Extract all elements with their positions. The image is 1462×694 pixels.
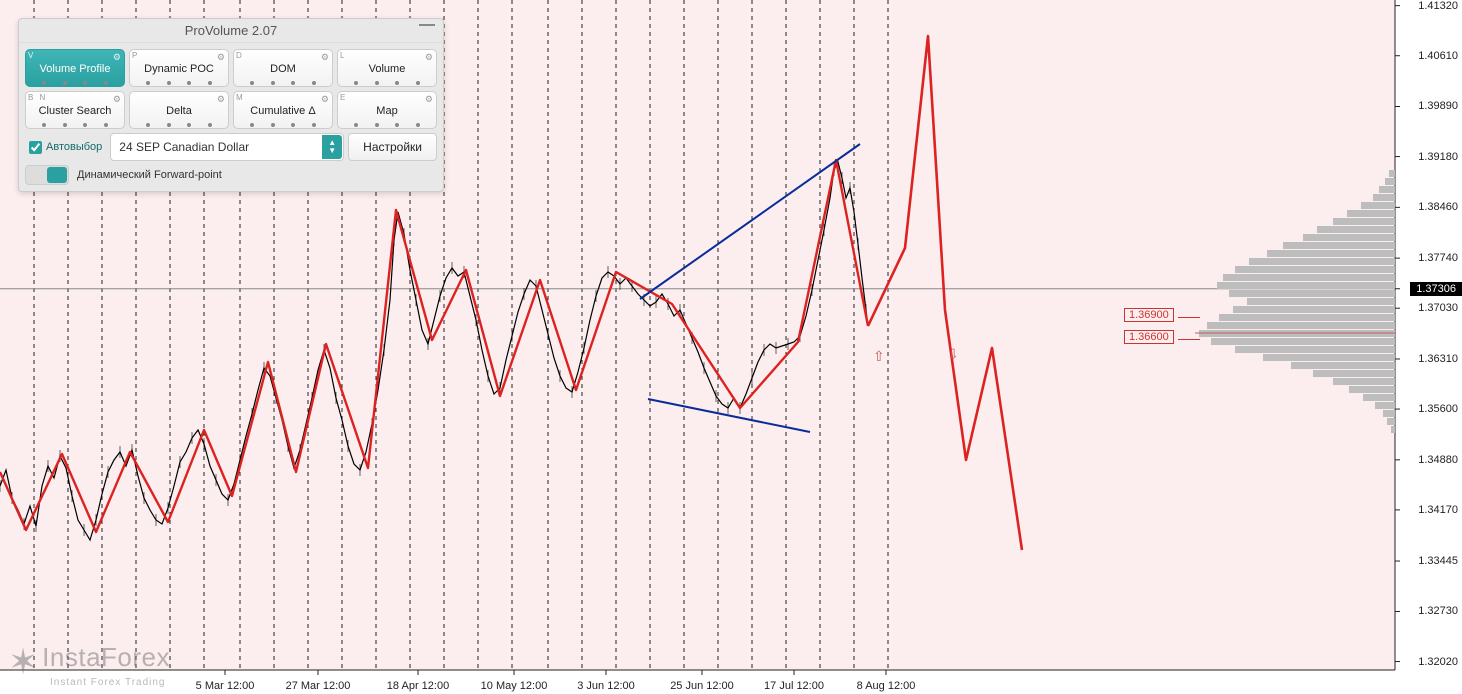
y-tick-label: 1.40610 (1418, 50, 1458, 62)
tool-shortcut: P (132, 51, 139, 60)
settings-button[interactable]: Настройки (348, 133, 437, 161)
price-level-line (1178, 317, 1200, 318)
forward-toggle-label: Динамический Forward-point (77, 169, 222, 181)
x-tick-label: 27 Mar 12:00 (286, 680, 351, 692)
contract-select[interactable]: 24 SEP Canadian Dollar ▲▼ (110, 133, 344, 161)
y-tick-label: 1.41320 (1418, 0, 1458, 12)
forward-toggle-row: Динамический Forward-point (25, 165, 437, 185)
x-tick-label: 5 Mar 12:00 (196, 680, 255, 692)
y-tick-label: 1.37740 (1418, 252, 1458, 264)
watermark-brand: InstaForex (42, 642, 170, 672)
y-tick-label: 1.35600 (1418, 403, 1458, 415)
autopick-checkbox[interactable]: Автовыбор (25, 141, 106, 154)
gear-icon[interactable]: ⚙ (217, 52, 225, 63)
x-tick-label: 17 Jul 12:00 (764, 680, 824, 692)
y-tick-label: 1.38460 (1418, 201, 1458, 213)
tool-delta[interactable]: ⚙ Delta (129, 91, 229, 129)
tool-label: Dynamic POC (144, 63, 214, 75)
price-level-box: 1.36600 (1124, 330, 1174, 344)
arrow-down-icon: ⇩ (947, 346, 959, 363)
minimize-icon[interactable] (419, 23, 435, 26)
tool-label: Volume Profile (40, 63, 111, 75)
tool-volume-profile[interactable]: V ⚙Volume Profile (25, 49, 125, 87)
x-tick-label: 10 May 12:00 (481, 680, 548, 692)
tool-label: Volume (369, 63, 406, 75)
tool-indicator-dots (338, 123, 436, 127)
y-tick-label: 1.34880 (1418, 454, 1458, 466)
panel-titlebar[interactable]: ProVolume 2.07 (19, 19, 443, 43)
provolume-panel[interactable]: ProVolume 2.07 V⚙Volume ProfileP⚙Dynamic… (18, 18, 444, 192)
tool-dom[interactable]: D ⚙ DOM (233, 49, 333, 87)
tool-indicator-dots (130, 81, 228, 85)
panel-body: V⚙Volume ProfileP⚙Dynamic POCD⚙DOML⚙Volu… (19, 43, 443, 191)
y-tick-label: 1.34170 (1418, 504, 1458, 516)
select-spinner-icon[interactable]: ▲▼ (322, 135, 342, 159)
y-tick-label: 1.39180 (1418, 151, 1458, 163)
gear-icon[interactable]: ⚙ (217, 94, 225, 105)
price-level-box: 1.36900 (1124, 308, 1174, 322)
y-tick-label: 1.32730 (1418, 605, 1458, 617)
tool-shortcut: B N (28, 93, 47, 102)
y-tick-label: 1.39890 (1418, 100, 1458, 112)
gear-icon[interactable]: ⚙ (321, 52, 329, 63)
gear-icon[interactable]: ⚙ (425, 94, 433, 105)
tool-cumulative-[interactable]: M ⚙ Cumulative Δ (233, 91, 333, 129)
tool-indicator-dots (234, 81, 332, 85)
contract-value: 24 SEP Canadian Dollar (119, 140, 249, 154)
tool-indicator-dots (130, 123, 228, 127)
gear-icon[interactable]: ⚙ (321, 94, 329, 105)
price-level-line (1178, 339, 1200, 340)
forward-toggle[interactable] (25, 165, 69, 185)
x-tick-label: 3 Jun 12:00 (577, 680, 635, 692)
y-tick-label: 1.37030 (1418, 302, 1458, 314)
tool-dynamic-poc[interactable]: P ⚙Dynamic POC (129, 49, 229, 87)
tool-shortcut: E (340, 93, 347, 102)
tool-indicator-dots (26, 123, 124, 127)
gear-icon[interactable]: ⚙ (113, 52, 121, 63)
tool-cluster-search[interactable]: B N ⚙Cluster Search (25, 91, 125, 129)
tool-indicator-dots (26, 81, 124, 85)
x-tick-label: 25 Jun 12:00 (670, 680, 734, 692)
tool-indicator-dots (234, 123, 332, 127)
tool-label: Map (376, 105, 397, 117)
tool-shortcut: V (28, 51, 35, 60)
tool-shortcut: D (236, 51, 244, 60)
tool-label: Cumulative Δ (250, 105, 315, 117)
autopick-label: Автовыбор (46, 141, 102, 153)
tool-shortcut: L (340, 51, 346, 60)
watermark-tagline: Instant Forex Trading (50, 678, 170, 688)
tool-label: Delta (166, 105, 192, 117)
tool-label: Cluster Search (39, 105, 112, 117)
contract-row: Автовыбор 24 SEP Canadian Dollar ▲▼ Наст… (25, 133, 437, 161)
tool-row-2: B N⚙Cluster Search⚙DeltaM⚙Cumulative ΔE⚙… (25, 91, 437, 129)
tool-shortcut: M (236, 93, 245, 102)
tool-map[interactable]: E ⚙ Map (337, 91, 437, 129)
watermark-star-icon: ✶ (8, 644, 38, 680)
x-tick-label: 8 Aug 12:00 (857, 680, 916, 692)
y-tick-label: 1.32020 (1418, 656, 1458, 668)
tool-row-1: V⚙Volume ProfileP⚙Dynamic POCD⚙DOML⚙Volu… (25, 49, 437, 87)
tool-label: DOM (270, 63, 296, 75)
y-tick-label: 1.36310 (1418, 353, 1458, 365)
x-tick-label: 18 Apr 12:00 (387, 680, 449, 692)
arrow-up-icon: ⇧ (873, 348, 885, 365)
tool-indicator-dots (338, 81, 436, 85)
current-price-tag: 1.37306 (1410, 282, 1462, 296)
gear-icon[interactable]: ⚙ (425, 52, 433, 63)
panel-title: ProVolume 2.07 (185, 23, 278, 38)
autopick-input[interactable] (29, 141, 42, 154)
tool-volume[interactable]: L ⚙ Volume (337, 49, 437, 87)
gear-icon[interactable]: ⚙ (113, 94, 121, 105)
y-tick-label: 1.33445 (1418, 555, 1458, 567)
watermark: ✶InstaForex Instant Forex Trading (8, 644, 170, 688)
